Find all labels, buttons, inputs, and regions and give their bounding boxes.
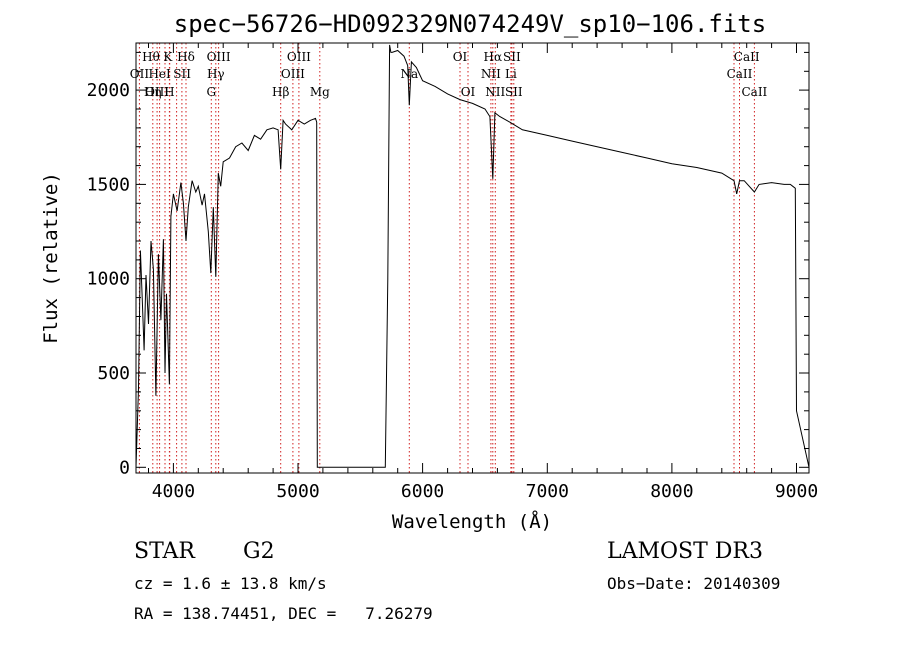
line-label: NII: [481, 67, 501, 81]
line-label: OII: [130, 67, 150, 81]
line-label: Li: [505, 67, 517, 81]
line-label: K: [163, 50, 173, 64]
x-tick-label: 9000: [775, 481, 818, 502]
x-tick-label: 7000: [526, 481, 569, 502]
x-tick-label: 4000: [152, 481, 195, 502]
line-label: OIII: [145, 85, 169, 99]
x-axis-ticks: 4000 5000 6000 7000 8000 9000: [148, 43, 818, 502]
y-tick-label: 2000: [87, 80, 130, 101]
line-label: OIII: [287, 50, 311, 64]
line-label: SII: [503, 50, 521, 64]
observation-date: Obs−Date: 20140309: [607, 574, 781, 593]
line-label: SII: [505, 85, 523, 99]
line-label: G: [207, 85, 217, 99]
line-label: OI: [453, 50, 468, 64]
line-label: Hη: [144, 85, 162, 99]
line-label: CaII: [734, 50, 760, 64]
object-class: STAR: [134, 539, 195, 564]
y-tick-label: 500: [97, 363, 130, 384]
line-label: OIII: [207, 50, 231, 64]
line-label: HeI: [148, 67, 171, 81]
line-label: NII: [485, 85, 505, 99]
y-tick-label: 1500: [87, 174, 130, 195]
line-label: OI: [461, 85, 476, 99]
x-tick-label: 8000: [650, 481, 693, 502]
spectral-line-markers: [138, 43, 755, 473]
y-tick-label: 1000: [87, 269, 130, 290]
line-label: Hδ: [177, 50, 195, 64]
chart-title: spec−56726−HD092329N074249V_sp10−106.fit…: [174, 10, 766, 38]
plot-frame: [135, 42, 810, 474]
line-label: H: [164, 85, 174, 99]
line-label: Mg: [310, 85, 330, 99]
line-label: CaII: [727, 67, 753, 81]
line-label: Hγ: [207, 67, 225, 81]
line-label: Hα: [484, 50, 503, 64]
line-label: CaII: [741, 85, 767, 99]
survey-release: LAMOST DR3: [607, 539, 763, 564]
line-label: Hθ: [142, 50, 160, 64]
ra-dec: RA = 138.74451, DEC = 7.26279: [134, 604, 433, 623]
x-tick-label: 5000: [276, 481, 319, 502]
object-subclass: G2: [243, 539, 275, 564]
x-tick-label: 6000: [401, 481, 444, 502]
y-axis-ticks: 0 500 1000 1500 2000: [87, 51, 809, 478]
line-label: SII: [173, 67, 191, 81]
y-tick-label: 0: [119, 457, 130, 478]
y-axis-label: Flux (relative): [40, 172, 62, 344]
line-label: OIII: [281, 67, 305, 81]
line-label: Hβ: [272, 85, 289, 99]
x-axis-label: Wavelength (Å): [392, 510, 552, 533]
redshift-cz: cz = 1.6 ± 13.8 km/s: [134, 574, 327, 593]
line-label: Na: [400, 67, 418, 81]
spectrum-line: [135, 44, 810, 468]
